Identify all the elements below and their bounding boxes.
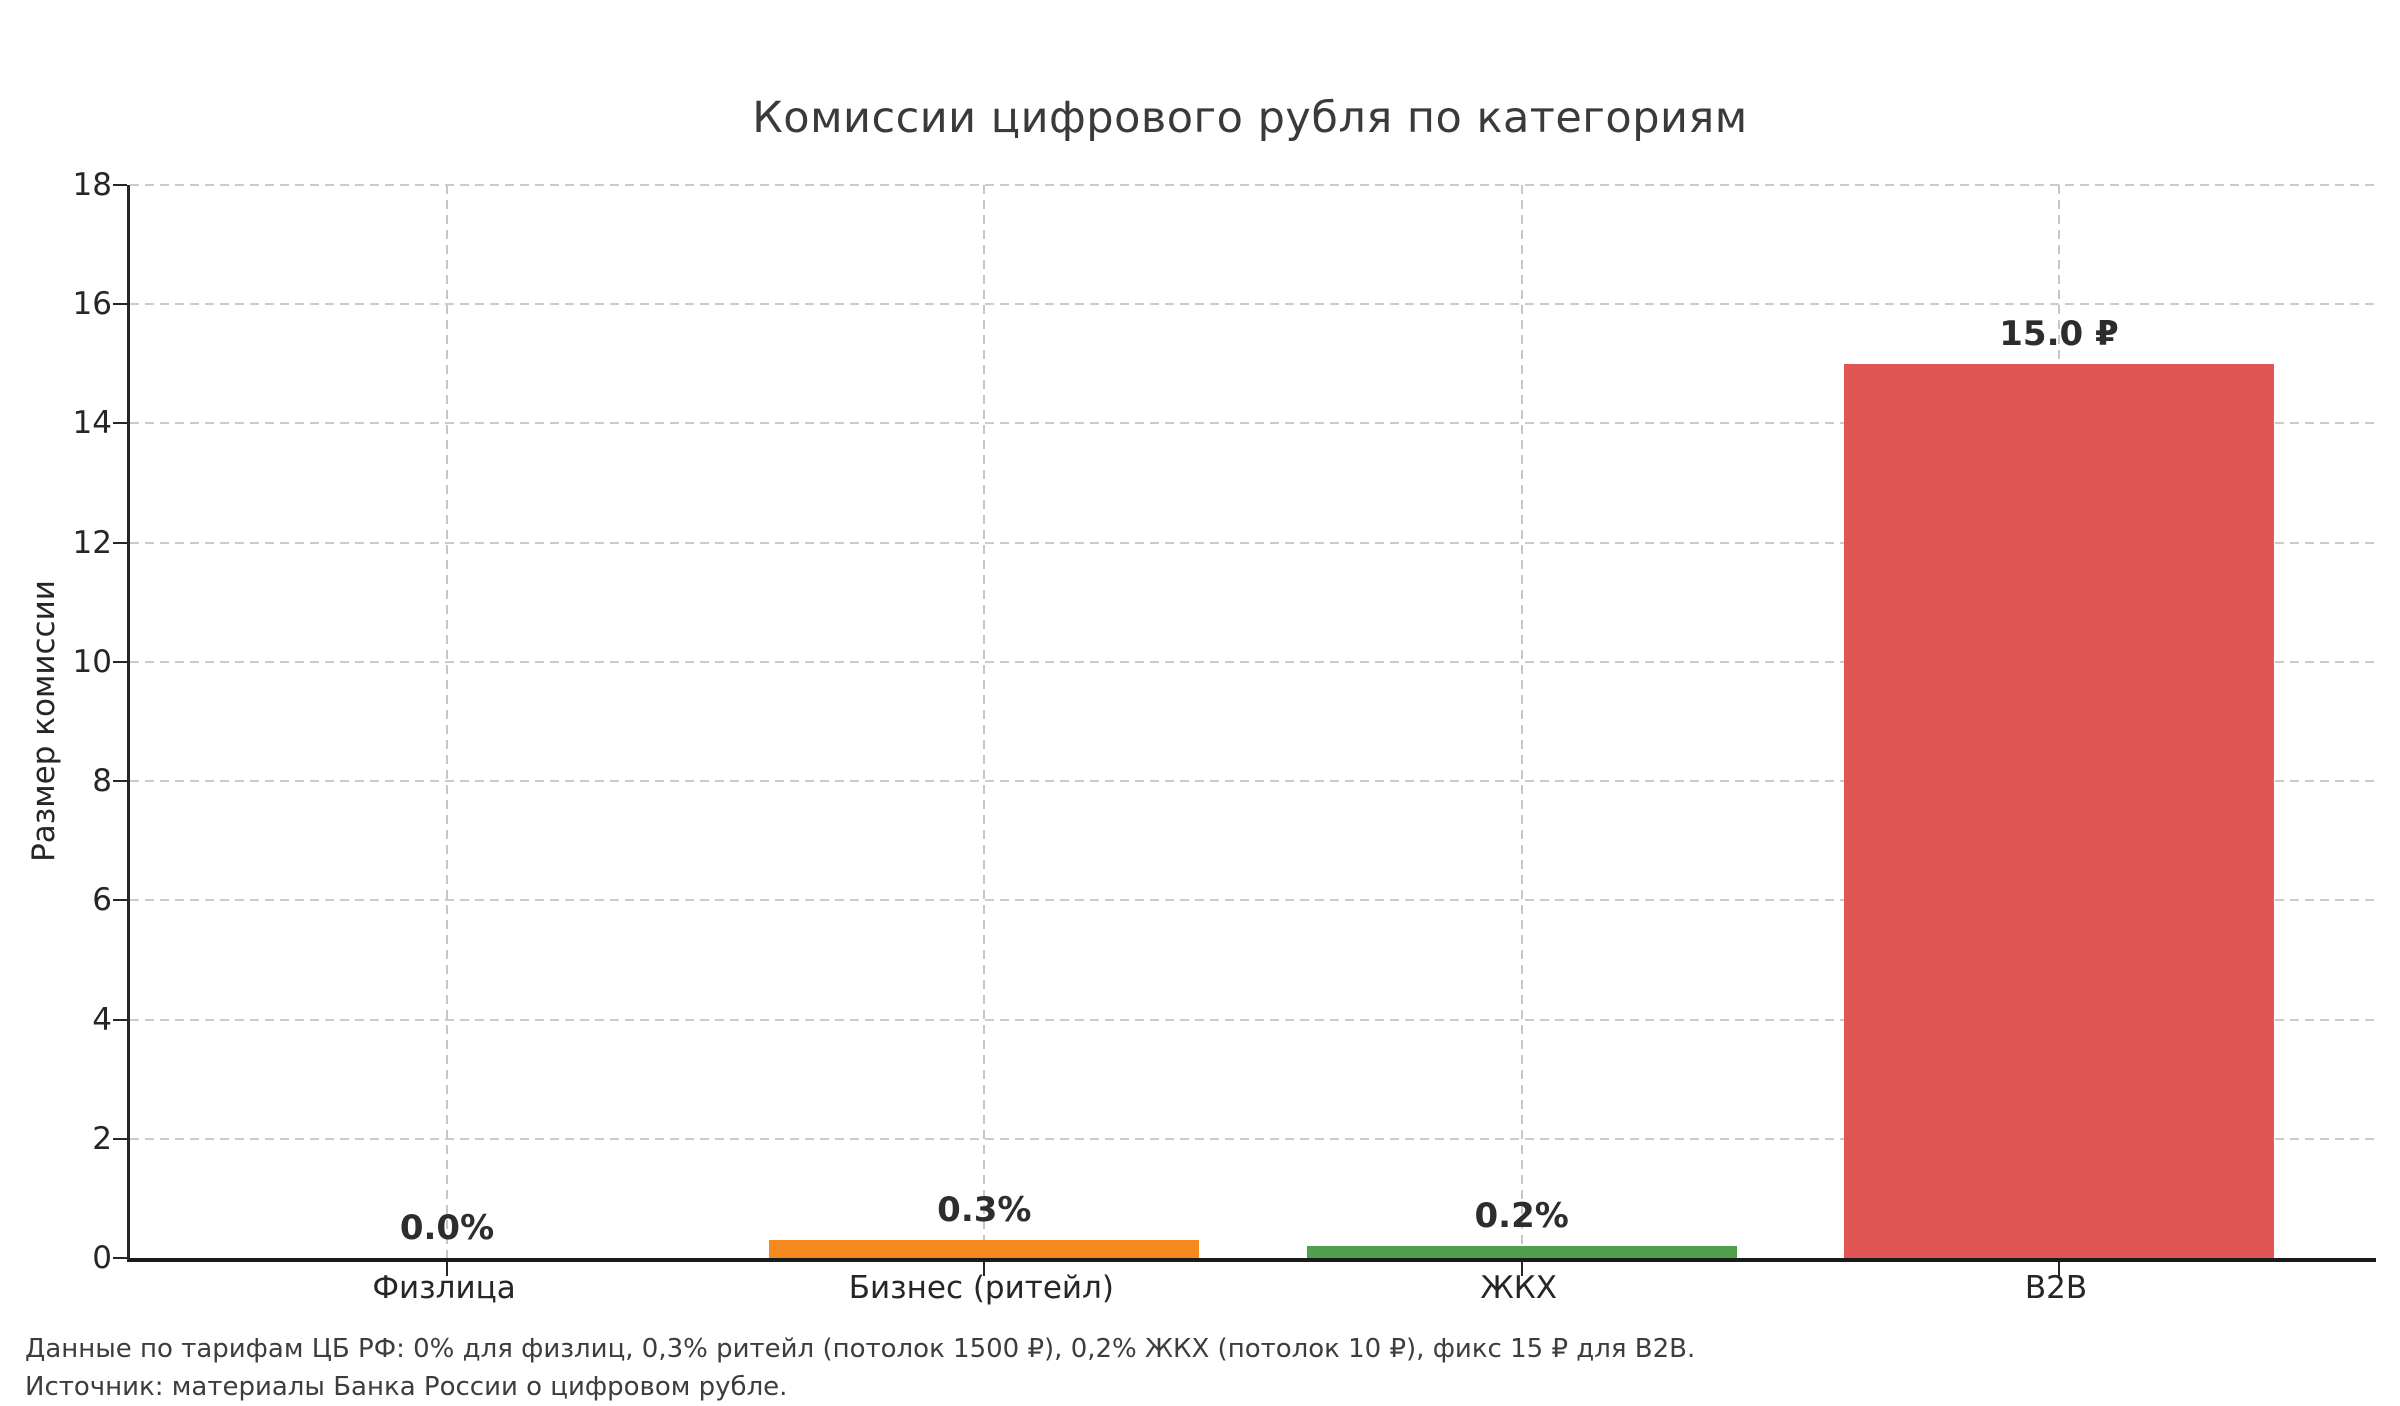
gridline-horizontal [130, 541, 2376, 544]
bar-value-label: 0.2% [1474, 1196, 1569, 1236]
bar-4 [1843, 364, 2274, 1258]
y-tick-label: 4 [92, 1001, 112, 1038]
y-axis-tick [113, 1018, 127, 1021]
bar-value-label: 0.0% [399, 1208, 495, 1248]
footnote-line-data: Данные по тарифам ЦБ РФ: 0% для физлиц, … [25, 1334, 1696, 1364]
y-tick-label: 10 [72, 643, 112, 680]
y-axis-tick [113, 780, 127, 783]
gridline-horizontal [130, 303, 2376, 306]
gridline-vertical [446, 185, 449, 1258]
chart-title: Комиссии цифрового рубля по категориям [752, 93, 1748, 143]
y-tick-label: 12 [72, 524, 112, 561]
y-tick-label: 16 [72, 286, 112, 323]
y-axis-tick [113, 303, 127, 306]
bar-value-label: 15.0 ₽ [1999, 314, 2119, 354]
x-tick-label: Бизнес (ритейл) [848, 1270, 1114, 1306]
gridline-horizontal [130, 422, 2376, 425]
y-tick-label: 0 [92, 1240, 112, 1276]
y-tick-label: 14 [72, 405, 112, 442]
bar-value-label: 0.3% [937, 1190, 1032, 1230]
y-axis-tick [113, 184, 127, 186]
gridline-horizontal [130, 660, 2376, 663]
gridline-horizontal [130, 1018, 2376, 1021]
gridline-vertical [1520, 185, 1523, 1258]
footnote: Данные по тарифам ЦБ РФ: 0% для физлиц, … [25, 1330, 1695, 1406]
y-axis-tick [113, 1137, 127, 1140]
y-tick-label: 6 [92, 882, 112, 919]
bar-2 [769, 1240, 1200, 1258]
y-axis-tick [113, 660, 127, 663]
y-axis-tick [113, 422, 127, 425]
x-axis-tick [446, 1262, 449, 1276]
y-axis-tick [113, 541, 127, 544]
y-axis-title: Размер комиссии [26, 580, 62, 862]
x-tick-label: ЖКХ [1480, 1270, 1557, 1306]
bar-3 [1306, 1246, 1737, 1258]
gridline-horizontal [130, 184, 2376, 186]
y-axis-tick [113, 1257, 127, 1259]
x-axis-tick [2057, 1262, 2060, 1276]
x-axis-tick [983, 1262, 986, 1276]
footnote-line-source: Источник: материалы Банка России о цифро… [25, 1372, 788, 1402]
x-axis-tick [1520, 1262, 1523, 1276]
gridline-vertical [983, 185, 986, 1258]
y-axis-tick [113, 899, 127, 902]
gridline-horizontal [130, 780, 2376, 783]
y-tick-label: 18 [72, 167, 112, 203]
y-tick-label: 2 [92, 1120, 112, 1157]
gridline-horizontal [130, 899, 2376, 902]
x-tick-label: B2B [2024, 1270, 2088, 1306]
plot-area: 0.0% 0.3% 0.2% 15.0 ₽ [113, 184, 2376, 1276]
x-tick-label: Физлица [372, 1270, 516, 1306]
gridline-horizontal [130, 1137, 2376, 1140]
y-tick-label: 8 [92, 763, 112, 800]
